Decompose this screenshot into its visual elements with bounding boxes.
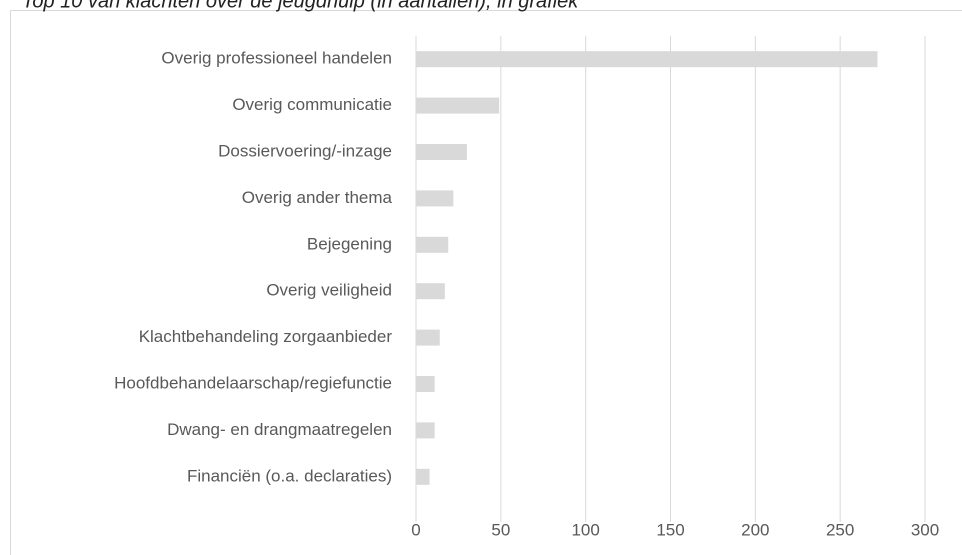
bar	[416, 283, 445, 300]
x-tick-label: 200	[741, 520, 769, 539]
title-background	[0, 0, 962, 10]
bar	[416, 422, 435, 439]
bar	[416, 51, 878, 68]
bar	[416, 144, 467, 160]
y-tick-label: Bejegening	[307, 234, 392, 253]
bar	[416, 468, 430, 485]
bar	[416, 329, 440, 346]
y-tick-label: Dossiervoering/-inzage	[218, 141, 392, 160]
x-tick-label: 250	[826, 520, 854, 539]
bar	[416, 236, 449, 253]
y-tick-label: Overig professioneel handelen	[161, 49, 392, 68]
y-tick-label: Financiën (o.a. declaraties)	[187, 466, 392, 485]
chart-frame	[10, 10, 962, 555]
y-tick-label: Overig communicatie	[232, 95, 392, 114]
bar	[416, 97, 500, 114]
x-tick-label: 50	[491, 520, 510, 539]
y-tick-label: Dwang- en drangmaatregelen	[167, 420, 392, 439]
y-tick-label: Klachtbehandeling zorgaanbieder	[139, 327, 393, 346]
x-tick-label: 0	[411, 520, 420, 539]
y-tick-label: Overig veiligheid	[266, 281, 392, 300]
y-tick-label: Hoofdbehandelaarschap/regiefunctie	[114, 373, 392, 392]
y-tick-label: Overig ander thema	[242, 188, 393, 207]
x-tick-label: 100	[571, 520, 599, 539]
x-tick-label: 300	[911, 520, 939, 539]
bar	[416, 190, 454, 207]
x-tick-label: 150	[656, 520, 684, 539]
bar	[416, 376, 435, 392]
chart-title: Top 10 van klachten over de jeugdhulp (i…	[22, 0, 579, 12]
